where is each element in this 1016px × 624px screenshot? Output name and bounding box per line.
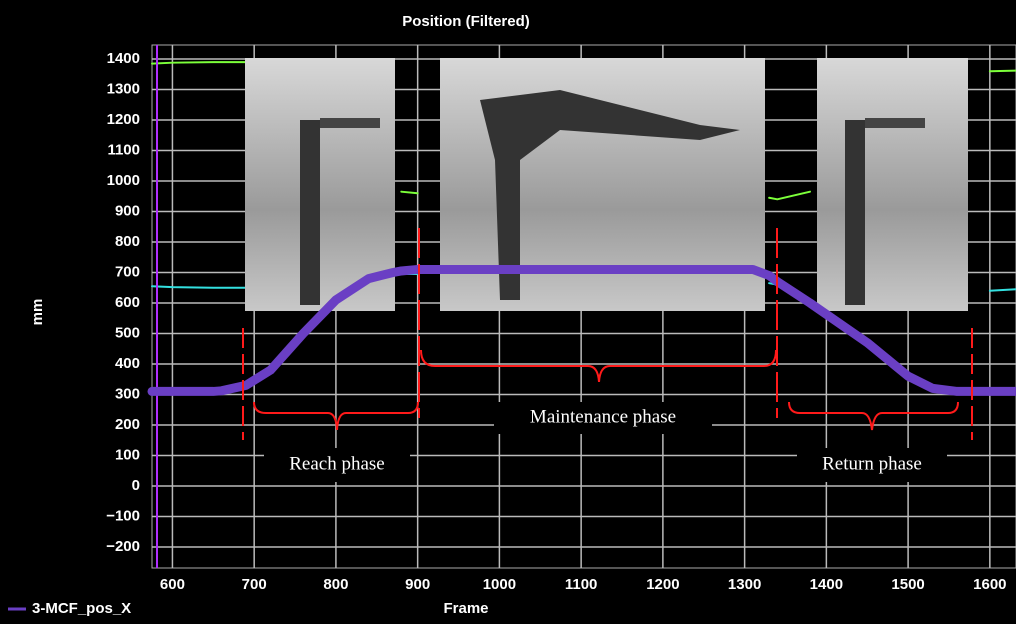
y-tick-label: 500 [115, 324, 140, 341]
photo-return [817, 58, 968, 311]
y-tick-label: 200 [115, 416, 140, 433]
y-tick-label: 700 [115, 263, 140, 280]
y-tick-label: −100 [106, 507, 140, 524]
chart-title: Position (Filtered) [402, 13, 530, 30]
x-tick-label: 1600 [973, 576, 1006, 593]
y-axis-label: mm [29, 299, 46, 326]
x-tick-label: 900 [405, 576, 430, 593]
x-tick-label: 1500 [891, 576, 924, 593]
x-tick-label: 800 [323, 576, 348, 593]
x-tick-label: 1400 [810, 576, 843, 593]
y-tick-label: 300 [115, 385, 140, 402]
phase-label: Maintenance phase [530, 406, 676, 427]
x-tick-label: 700 [242, 576, 267, 593]
y-tick-label: 1200 [107, 111, 140, 128]
y-tick-label: 400 [115, 355, 140, 372]
y-tick-label: 900 [115, 202, 140, 219]
y-tick-label: 1400 [107, 50, 140, 67]
y-tick-label: −200 [106, 538, 140, 555]
x-tick-label: 1100 [565, 576, 598, 593]
figure [845, 120, 865, 305]
y-tick-label: 1000 [107, 172, 140, 189]
x-tick-label: 1300 [728, 576, 761, 593]
y-tick-label: 1300 [107, 80, 140, 97]
figure [300, 120, 320, 305]
y-tick-label: 0 [132, 477, 140, 494]
y-tick-label: 1100 [107, 141, 140, 158]
y-tick-label: 600 [115, 294, 140, 311]
x-axis-label: Frame [443, 600, 488, 617]
figure-arms [865, 118, 925, 128]
legend-label: 3-MCF_pos_X [32, 600, 131, 617]
figure-arms [320, 118, 380, 128]
y-tick-label: 800 [115, 233, 140, 250]
y-tick-label: 100 [115, 446, 140, 463]
x-tick-label: 600 [160, 576, 185, 593]
x-tick-label: 1000 [483, 576, 516, 593]
chart: Position (Filtered) Frame mm −200 −100 0 10… [0, 0, 1016, 619]
phase-label: Return phase [822, 453, 922, 474]
page: Position (Filtered) Frame mm −200 −100 0 10… [0, 0, 1016, 624]
phase-label: Reach phase [289, 453, 384, 474]
x-tick-label: 1200 [646, 576, 679, 593]
